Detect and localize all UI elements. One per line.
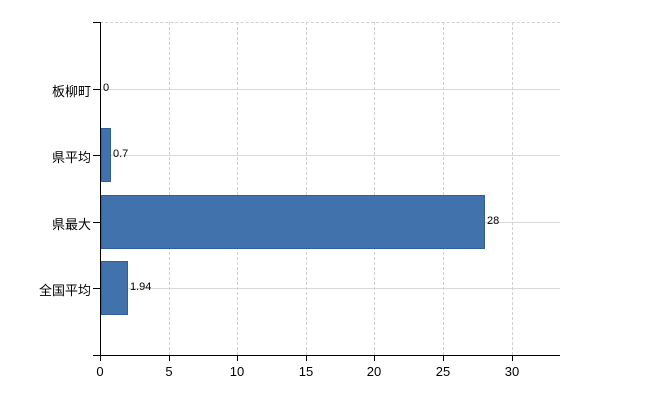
v-gridline [512, 22, 513, 355]
v-gridline [306, 22, 307, 355]
v-gridline [443, 22, 444, 355]
x-tick-label: 25 [435, 364, 451, 379]
category-label: 県最大 [51, 217, 91, 232]
v-gridline [237, 22, 238, 355]
h-gridline [100, 155, 560, 156]
x-tick-label: 5 [165, 364, 173, 379]
x-axis-tick [512, 356, 513, 361]
y-axis-tick [93, 155, 100, 156]
category-label: 全国平均 [38, 283, 91, 298]
y-axis-line [100, 22, 101, 355]
x-axis-line [93, 355, 560, 356]
h-gridline [100, 89, 560, 90]
x-axis-tick [374, 356, 375, 361]
category-label: 板柳町 [51, 84, 91, 99]
x-axis-tick [306, 356, 307, 361]
v-gridline [169, 22, 170, 355]
x-axis-tick [443, 356, 444, 361]
y-axis-tick [93, 89, 100, 90]
top-gridline [100, 22, 560, 23]
v-gridline [374, 22, 375, 355]
bar-value-label: 28 [487, 215, 500, 227]
x-tick-label: 20 [366, 364, 382, 379]
x-axis-tick [169, 356, 170, 361]
bar-value-label: 1.94 [130, 281, 152, 293]
h-gridline [100, 288, 560, 289]
x-tick-label: 30 [504, 364, 520, 379]
bar [101, 128, 111, 182]
x-axis-tick [100, 356, 101, 361]
bar [101, 261, 128, 315]
x-axis-tick [237, 356, 238, 361]
x-tick-label: 10 [229, 364, 245, 379]
x-tick-label: 15 [298, 364, 314, 379]
y-axis-tick [93, 222, 100, 223]
x-tick-label: 0 [96, 364, 104, 379]
y-axis-tick [93, 288, 100, 289]
y-axis-tick [93, 22, 100, 23]
bar-value-label: 0 [103, 82, 110, 94]
bar [101, 195, 485, 249]
category-label: 県平均 [51, 150, 91, 165]
bar-value-label: 0.7 [113, 148, 129, 160]
